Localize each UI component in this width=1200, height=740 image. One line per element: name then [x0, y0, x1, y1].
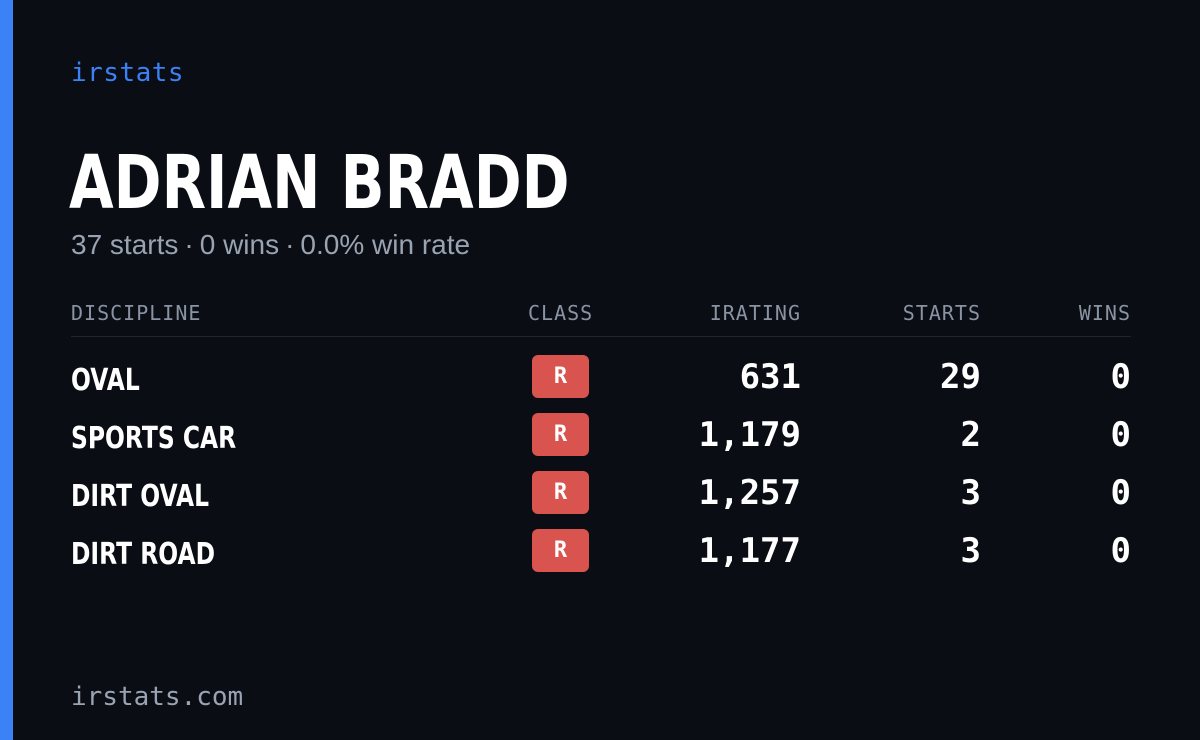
table-row: OVAL R 631 29 0 [71, 353, 1131, 411]
irating-value: 1,177 [698, 531, 801, 571]
class-badge: R [532, 355, 589, 398]
summary-wins: 0 wins [199, 229, 280, 260]
starts-value: 2 [960, 415, 981, 455]
footer-domain-link[interactable]: irstats.com [71, 682, 244, 712]
summary-starts: 37 starts [71, 229, 179, 260]
wins-value: 0 [1110, 415, 1131, 455]
discipline-label: OVAL [71, 363, 140, 398]
discipline-stats-table: DISCIPLINE CLASS IRATING STARTS WINS OVA… [71, 296, 1131, 585]
irating-value: 1,257 [698, 473, 801, 513]
class-badge: R [532, 471, 589, 514]
summary-win-rate: 0.0% win rate [300, 229, 471, 260]
starts-value: 29 [940, 357, 981, 397]
player-name: ADRIAN BRADD [69, 140, 570, 226]
header-irating: IRATING [709, 301, 801, 325]
summary-separator: · [285, 229, 295, 260]
table-row: SPORTS CAR R 1,179 2 0 [71, 411, 1131, 469]
irating-value: 631 [739, 357, 801, 397]
table-header: DISCIPLINE CLASS IRATING STARTS WINS [71, 296, 1131, 337]
irating-value: 1,179 [698, 415, 801, 455]
class-badge: R [532, 413, 589, 456]
starts-value: 3 [960, 531, 981, 571]
header-wins: WINS [1078, 301, 1131, 325]
accent-bar [0, 0, 13, 740]
discipline-label: DIRT OVAL [71, 479, 210, 514]
class-badge: R [532, 529, 589, 572]
wins-value: 0 [1110, 357, 1131, 397]
starts-value: 3 [960, 473, 981, 513]
summary-separator: · [184, 229, 194, 260]
table-body: OVAL R 631 29 0 SPORTS CAR R 1,179 2 0 D… [71, 353, 1131, 585]
wins-value: 0 [1110, 473, 1131, 513]
header-class: CLASS [528, 301, 594, 325]
brand-logo[interactable]: irstats [71, 58, 185, 88]
player-summary: 37 starts · 0 wins · 0.0% win rate [71, 228, 470, 262]
discipline-label: SPORTS CAR [71, 421, 237, 456]
table-row: DIRT OVAL R 1,257 3 0 [71, 469, 1131, 527]
header-discipline: DISCIPLINE [71, 301, 202, 325]
table-row: DIRT ROAD R 1,177 3 0 [71, 527, 1131, 585]
wins-value: 0 [1110, 531, 1131, 571]
header-starts: STARTS [902, 301, 981, 325]
discipline-label: DIRT ROAD [71, 537, 216, 572]
